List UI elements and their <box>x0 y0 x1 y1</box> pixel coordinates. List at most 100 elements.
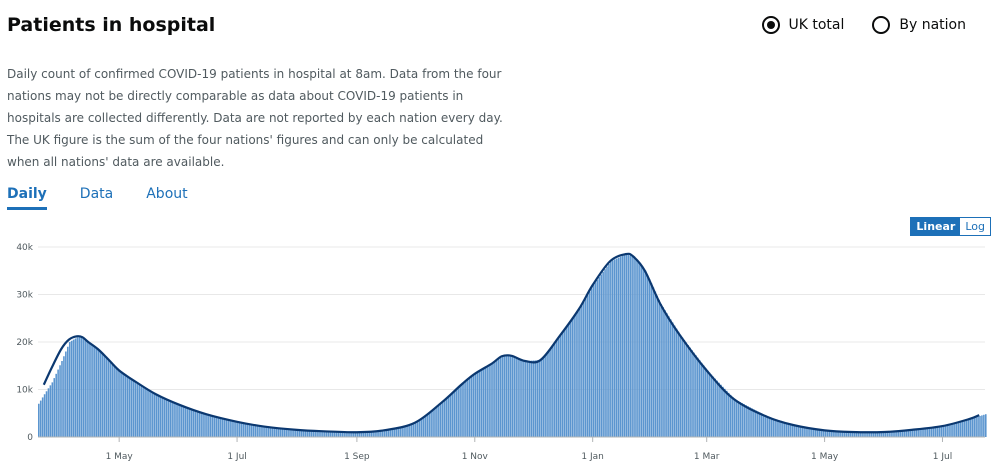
bar[interactable] <box>793 425 796 437</box>
bar[interactable] <box>611 260 614 437</box>
bar[interactable] <box>136 382 139 437</box>
bar[interactable] <box>167 399 170 437</box>
bar[interactable] <box>499 357 502 437</box>
bar[interactable] <box>467 380 469 437</box>
bar[interactable] <box>420 418 423 437</box>
bar[interactable] <box>215 416 218 437</box>
bar[interactable] <box>405 425 407 437</box>
bar[interactable] <box>181 405 183 437</box>
bar[interactable] <box>642 268 645 437</box>
bar[interactable] <box>399 426 401 437</box>
bar[interactable] <box>892 431 894 437</box>
bar[interactable] <box>45 391 48 437</box>
bar[interactable] <box>372 431 374 437</box>
bar[interactable] <box>329 431 332 437</box>
bar[interactable] <box>157 395 160 437</box>
bar[interactable] <box>784 422 786 437</box>
bar[interactable] <box>128 377 131 437</box>
bar[interactable] <box>501 356 504 437</box>
bar[interactable] <box>592 285 595 437</box>
bar[interactable] <box>465 381 467 437</box>
bar[interactable] <box>387 429 390 437</box>
bar[interactable] <box>977 416 979 437</box>
bar[interactable] <box>343 431 345 437</box>
bar[interactable] <box>561 333 564 437</box>
bar[interactable] <box>843 431 846 437</box>
bar[interactable] <box>409 424 411 437</box>
bar[interactable] <box>727 392 730 437</box>
bar[interactable] <box>878 432 881 437</box>
bar[interactable] <box>300 430 303 437</box>
bar[interactable] <box>869 432 871 437</box>
bar[interactable] <box>134 381 137 437</box>
bar[interactable] <box>171 401 173 437</box>
bar[interactable] <box>971 418 974 437</box>
bar[interactable] <box>610 261 612 437</box>
bar[interactable] <box>494 361 496 437</box>
bar[interactable] <box>737 401 740 437</box>
bar[interactable] <box>213 416 216 437</box>
bar[interactable] <box>579 308 581 437</box>
bar[interactable] <box>588 291 591 437</box>
bar[interactable] <box>411 423 413 437</box>
bar[interactable] <box>260 425 262 437</box>
bar[interactable] <box>834 430 836 437</box>
bar[interactable] <box>762 414 765 437</box>
bar[interactable] <box>146 388 148 437</box>
bar[interactable] <box>753 409 755 437</box>
bar[interactable] <box>153 393 156 437</box>
bar[interactable] <box>743 404 746 437</box>
bar[interactable] <box>416 421 419 437</box>
bar[interactable] <box>714 378 717 437</box>
bar[interactable] <box>277 427 280 437</box>
bar[interactable] <box>652 287 655 437</box>
bar[interactable] <box>660 304 662 437</box>
bar[interactable] <box>764 415 767 437</box>
bar[interactable] <box>745 405 747 437</box>
bar[interactable] <box>256 425 258 437</box>
bar[interactable] <box>979 415 981 437</box>
bar[interactable] <box>258 425 260 437</box>
bar[interactable] <box>505 356 508 437</box>
bar[interactable] <box>422 416 425 437</box>
bar[interactable] <box>795 425 798 437</box>
bar[interactable] <box>596 279 599 437</box>
bar[interactable] <box>876 432 879 437</box>
bar[interactable] <box>820 429 823 437</box>
bar[interactable] <box>161 396 164 437</box>
bar[interactable] <box>791 424 794 437</box>
bar[interactable] <box>687 345 689 437</box>
bar[interactable] <box>550 347 552 437</box>
bar[interactable] <box>969 418 972 437</box>
bar[interactable] <box>285 428 287 437</box>
bar[interactable] <box>103 354 106 437</box>
bar[interactable] <box>279 428 282 437</box>
bar[interactable] <box>768 417 771 437</box>
bar[interactable] <box>306 430 309 437</box>
bar[interactable] <box>840 431 842 437</box>
bar[interactable] <box>198 411 200 437</box>
bar[interactable] <box>557 338 560 437</box>
bar[interactable] <box>814 428 817 437</box>
bar[interactable] <box>911 429 914 437</box>
bar[interactable] <box>938 426 941 437</box>
bar[interactable] <box>308 430 311 437</box>
bar[interactable] <box>430 411 432 437</box>
bar[interactable] <box>973 417 975 437</box>
bar[interactable] <box>488 365 490 437</box>
bar[interactable] <box>515 357 517 437</box>
bar[interactable] <box>324 431 326 437</box>
bar[interactable] <box>482 369 485 437</box>
bar[interactable] <box>927 427 929 437</box>
bar[interactable] <box>872 432 875 437</box>
bar[interactable] <box>312 430 315 437</box>
bar[interactable] <box>186 407 189 437</box>
bar[interactable] <box>919 428 921 437</box>
bar[interactable] <box>237 421 239 437</box>
bar[interactable] <box>708 372 711 437</box>
bar[interactable] <box>697 357 699 437</box>
bar[interactable] <box>633 256 635 438</box>
bar[interactable] <box>575 314 577 437</box>
bar[interactable] <box>184 406 187 437</box>
bar[interactable] <box>559 335 562 437</box>
